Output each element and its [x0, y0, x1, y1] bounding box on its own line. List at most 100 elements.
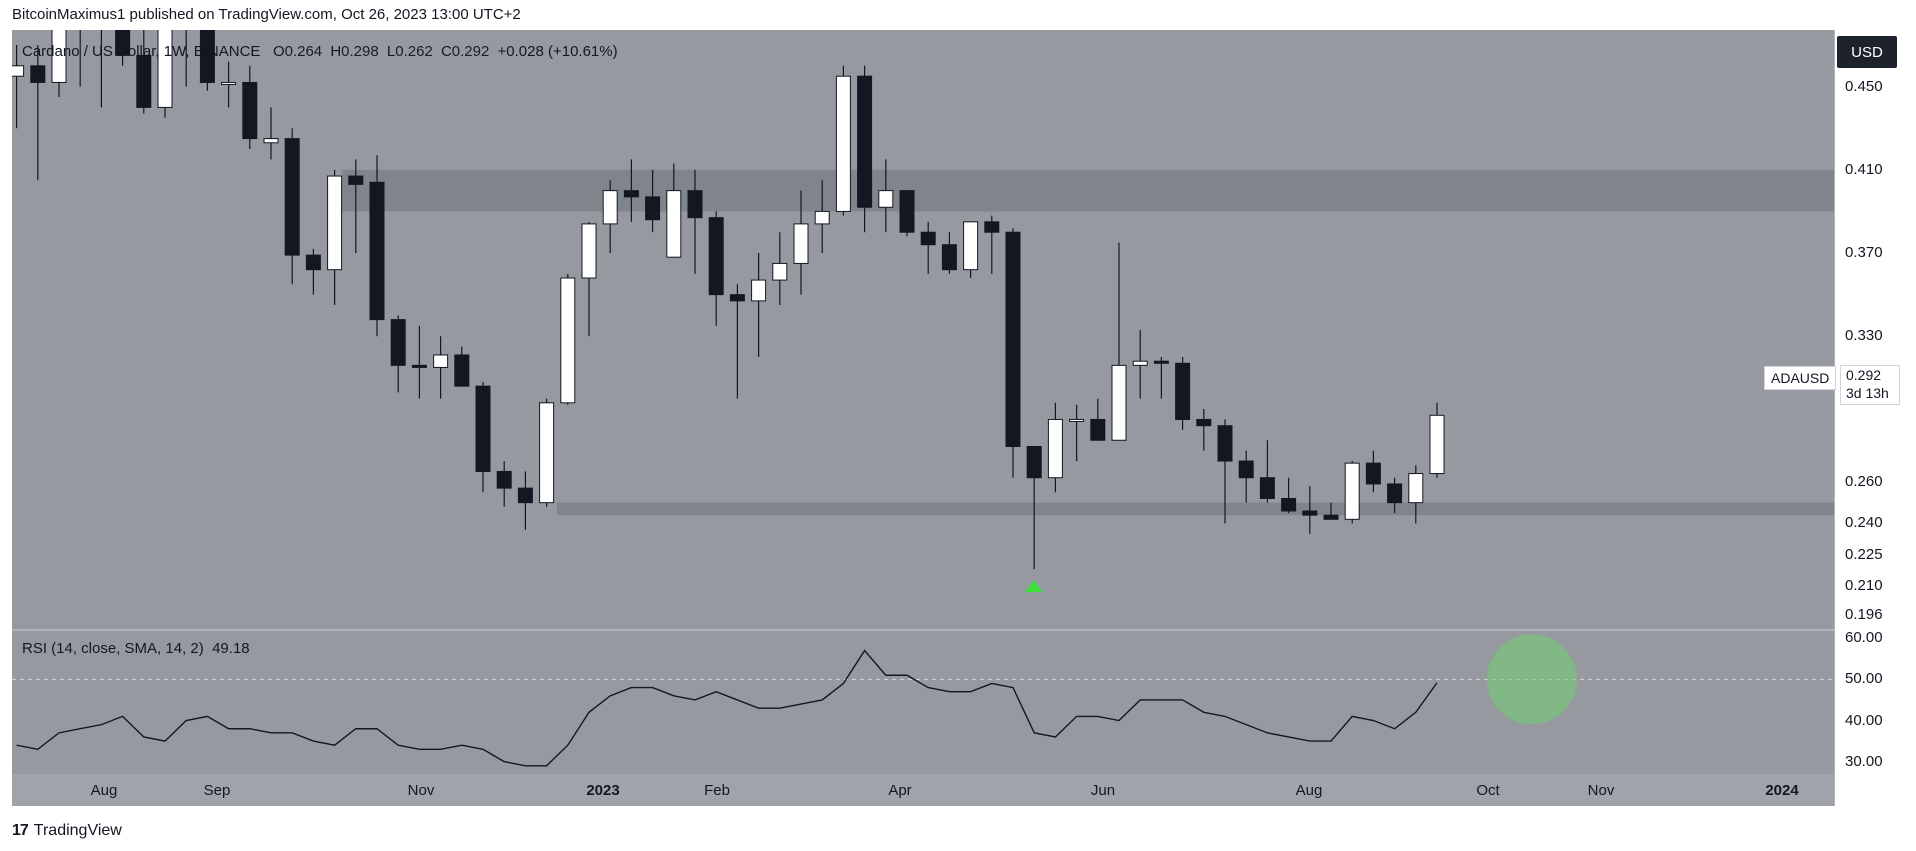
candle-body — [1344, 462, 1360, 520]
rsi-tick: 60.00 — [1845, 629, 1883, 647]
rsi-tick: 40.00 — [1845, 711, 1883, 729]
candle-body — [136, 54, 152, 108]
candle-body — [1408, 473, 1424, 504]
time-tick: Oct — [1476, 782, 1500, 799]
bar-countdown: 3d 13h — [1846, 385, 1889, 401]
legend-c-value: 0.292 — [451, 43, 490, 60]
candle-body — [1153, 360, 1169, 364]
chart-pane[interactable] — [12, 30, 1834, 806]
candle-body — [772, 262, 788, 281]
candle-body — [1069, 418, 1085, 422]
bullish-arrow-icon — [1025, 580, 1043, 593]
rsi-tick: 30.00 — [1845, 752, 1883, 770]
legend-symbol: Cardano / US Dollar, 1W, BINANCE — [22, 43, 261, 60]
price-tick: 0.410 — [1845, 160, 1883, 178]
candle-body — [284, 138, 300, 256]
candle-body — [602, 190, 618, 225]
candle-body — [30, 65, 46, 83]
rsi-line — [16, 649, 1438, 767]
time-tick: Nov — [1587, 782, 1615, 799]
candle-body — [433, 354, 449, 368]
price-tick: 0.260 — [1845, 472, 1883, 490]
candle-body — [729, 294, 745, 302]
candle-body — [51, 30, 67, 83]
last-price-tag: 0.292 3d 13h — [1840, 365, 1900, 405]
candle-body — [1238, 460, 1254, 479]
time-tick: 2023 — [586, 782, 620, 799]
zone-resistance — [342, 169, 1834, 212]
price-scale[interactable] — [1834, 30, 1905, 806]
candle-body — [475, 385, 491, 472]
candle-body — [857, 75, 873, 208]
candle-body — [1429, 414, 1445, 475]
candle-body — [263, 138, 279, 144]
candle-body — [687, 190, 703, 219]
rsi-tick: 50.00 — [1845, 670, 1883, 688]
price-tick: 0.330 — [1845, 327, 1883, 345]
symbol-tag: ADAUSD — [1764, 366, 1837, 390]
rsi-highlight-circle — [1487, 634, 1577, 725]
chart-svg[interactable] — [12, 30, 1834, 806]
legend-l-label: L — [386, 43, 396, 60]
candle-body — [899, 190, 915, 233]
time-tick: 2024 — [1765, 782, 1799, 799]
candle-body — [369, 181, 385, 321]
candle-body — [623, 190, 639, 198]
time-tick: Sep — [203, 782, 231, 799]
price-tick: 0.450 — [1845, 77, 1883, 95]
candle-body — [751, 279, 767, 302]
candle-body — [835, 75, 851, 212]
candle-body — [454, 354, 470, 387]
rsi-legend-value: 49.18 — [212, 640, 250, 657]
legend-l-value: 0.262 — [395, 43, 433, 60]
candle-body — [411, 364, 427, 368]
candle-body — [1132, 360, 1148, 366]
legend-o-value: 0.264 — [284, 43, 323, 60]
candle-body — [708, 217, 724, 296]
candle-body — [560, 277, 576, 404]
time-tick: Apr — [888, 782, 912, 799]
currency-button[interactable]: USD — [1837, 36, 1897, 68]
legend-change: +0.028 (+10.61%) — [497, 43, 618, 60]
candle-body — [1196, 418, 1212, 427]
time-tick: Jun — [1090, 782, 1116, 799]
candle-body — [242, 81, 258, 140]
legend-c-label: C — [440, 43, 452, 60]
candle-body — [327, 175, 343, 271]
candle-body — [645, 196, 661, 221]
candle-body — [984, 221, 1000, 233]
candle-body — [1217, 425, 1233, 462]
candle-body — [12, 65, 25, 77]
candle-body — [1387, 483, 1403, 504]
price-tick: 0.240 — [1845, 514, 1883, 532]
candle-body — [793, 223, 809, 264]
candle-body — [1281, 498, 1297, 512]
series-legend: Cardano / US Dollar, 1W, BINANCE O0.264 … — [22, 43, 618, 60]
candle-body — [199, 30, 215, 83]
candle-body — [221, 81, 237, 85]
candle-body — [878, 190, 894, 208]
candle-body — [1365, 462, 1381, 485]
price-tick: 0.370 — [1845, 244, 1883, 262]
rsi-legend: RSI (14, close, SMA, 14, 2) 49.18 — [22, 640, 250, 657]
candle-body — [517, 487, 533, 504]
time-tick: Nov — [407, 782, 435, 799]
candle-body — [666, 190, 682, 258]
candle-body — [1175, 362, 1191, 420]
candle-body — [1302, 510, 1318, 516]
publisher-line: BitcoinMaximus1 published on TradingView… — [12, 6, 521, 23]
legend-o-label: O — [272, 43, 285, 60]
candle-body — [1026, 445, 1042, 479]
tradingview-logo-icon: 17 — [12, 822, 29, 839]
time-tick: Aug — [1295, 782, 1323, 799]
price-tick: 0.210 — [1845, 576, 1883, 594]
candle-body — [941, 244, 957, 271]
footer-brand: TradingView — [33, 822, 122, 839]
candle-body — [1323, 514, 1339, 520]
candle-body — [920, 231, 936, 246]
zone-support — [557, 502, 1834, 516]
candle-body — [581, 223, 597, 279]
footer[interactable]: 17 TradingView — [12, 822, 122, 840]
price-tick: 0.225 — [1845, 545, 1883, 563]
time-tick: Aug — [90, 782, 118, 799]
